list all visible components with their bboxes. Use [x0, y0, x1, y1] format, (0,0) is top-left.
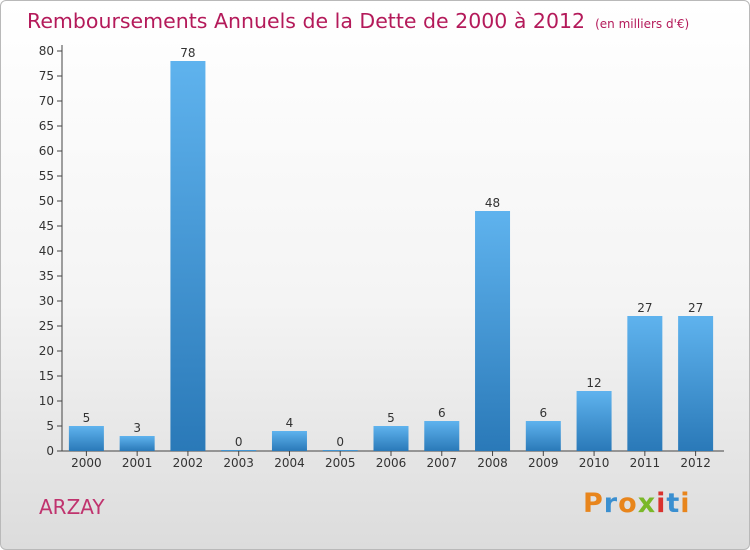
- x-tick-label-2007: 2007: [426, 456, 457, 470]
- bar-2006[interactable]: [373, 426, 409, 451]
- bar-2000[interactable]: [68, 426, 104, 451]
- y-tick-label: 45: [39, 219, 54, 233]
- value-label-2012: 27: [688, 301, 703, 315]
- y-tick-label: 65: [39, 119, 54, 133]
- x-tick-label-2001: 2001: [122, 456, 153, 470]
- logo-letter: x: [637, 488, 657, 519]
- x-tick-label-2008: 2008: [477, 456, 508, 470]
- value-label-2008: 48: [485, 196, 500, 210]
- y-tick-label: 25: [39, 319, 54, 333]
- bar-2007[interactable]: [424, 421, 460, 451]
- y-tick-label: 40: [39, 244, 54, 258]
- x-tick-label-2002: 2002: [173, 456, 204, 470]
- chart-subtitle: (en milliers d'€): [595, 17, 690, 31]
- logo-letter: i: [680, 488, 691, 519]
- logo-letter: P: [583, 488, 604, 519]
- y-tick-label: 35: [39, 269, 54, 283]
- value-label-2001: 3: [133, 421, 141, 435]
- y-tick-label: 30: [39, 294, 54, 308]
- y-tick-label: 50: [39, 194, 54, 208]
- y-tick-label: 60: [39, 144, 54, 158]
- y-tick-label: 20: [39, 344, 54, 358]
- x-tick-label-2006: 2006: [376, 456, 407, 470]
- value-label-2005: 0: [336, 435, 344, 449]
- value-label-2011: 27: [637, 301, 652, 315]
- x-tick-label-2012: 2012: [680, 456, 711, 470]
- bar-2011[interactable]: [627, 316, 663, 451]
- value-label-2007: 6: [438, 406, 446, 420]
- y-tick-label: 70: [39, 94, 54, 108]
- bar-2001[interactable]: [119, 436, 155, 451]
- x-tick-label-2009: 2009: [528, 456, 559, 470]
- y-tick-label: 10: [39, 394, 54, 408]
- bar-2009[interactable]: [525, 421, 561, 451]
- bar-2002[interactable]: [170, 61, 206, 451]
- y-tick-label: 0: [46, 444, 54, 458]
- logo-letter: r: [603, 488, 619, 519]
- x-tick-label-2004: 2004: [274, 456, 305, 470]
- x-tick-label-2011: 2011: [630, 456, 661, 470]
- x-tick-label-2010: 2010: [579, 456, 610, 470]
- value-label-2004: 4: [286, 416, 294, 430]
- x-tick-label-2000: 2000: [71, 456, 102, 470]
- bar-2010[interactable]: [576, 391, 612, 451]
- y-tick-label: 80: [39, 44, 54, 58]
- logo-letter: t: [666, 488, 681, 519]
- y-tick-label: 15: [39, 369, 54, 383]
- value-label-2010: 12: [586, 376, 601, 390]
- bar-2005[interactable]: [322, 450, 358, 451]
- value-label-2002: 78: [180, 46, 195, 60]
- commune-name: ARZAY: [39, 495, 105, 519]
- value-label-2009: 6: [539, 406, 547, 420]
- bar-2008[interactable]: [475, 211, 511, 451]
- x-tick-label-2003: 2003: [223, 456, 254, 470]
- proxiti-logo[interactable]: Proxiti: [583, 488, 691, 519]
- chart-title: Remboursements Annuels de la Dette de 20…: [27, 9, 689, 33]
- y-tick-label: 5: [46, 419, 54, 433]
- bar-2004[interactable]: [271, 431, 307, 451]
- y-tick-label: 75: [39, 69, 54, 83]
- x-tick-label-2005: 2005: [325, 456, 356, 470]
- bar-2003[interactable]: [221, 450, 257, 451]
- value-label-2003: 0: [235, 435, 243, 449]
- value-label-2006: 5: [387, 411, 395, 425]
- value-label-2000: 5: [83, 411, 91, 425]
- logo-letter: i: [656, 488, 667, 519]
- bar-2012[interactable]: [678, 316, 714, 451]
- y-tick-label: 55: [39, 169, 54, 183]
- title-text: Remboursements Annuels de la Dette de 20…: [27, 9, 586, 33]
- logo-letter: o: [618, 488, 638, 519]
